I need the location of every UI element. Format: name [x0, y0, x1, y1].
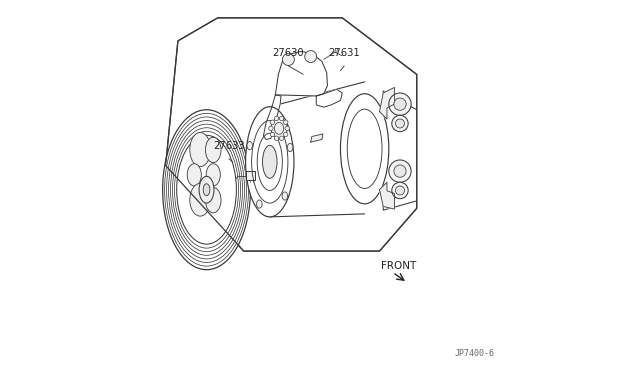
Circle shape [284, 120, 288, 125]
Circle shape [282, 54, 294, 65]
Polygon shape [275, 51, 328, 96]
Ellipse shape [187, 164, 202, 186]
Polygon shape [380, 87, 394, 119]
Ellipse shape [282, 192, 287, 200]
Circle shape [396, 186, 404, 195]
Text: 27631: 27631 [328, 48, 360, 58]
Ellipse shape [262, 145, 277, 178]
Ellipse shape [190, 183, 211, 216]
Ellipse shape [163, 110, 250, 270]
Circle shape [280, 136, 284, 141]
Circle shape [270, 120, 275, 125]
Polygon shape [383, 91, 417, 210]
Circle shape [396, 119, 404, 128]
Circle shape [389, 93, 411, 115]
Polygon shape [316, 89, 342, 107]
Circle shape [280, 116, 284, 121]
Circle shape [284, 132, 288, 137]
Polygon shape [166, 18, 417, 251]
Circle shape [269, 126, 273, 131]
Ellipse shape [205, 187, 221, 213]
Ellipse shape [199, 176, 214, 203]
Ellipse shape [287, 144, 293, 152]
Circle shape [392, 115, 408, 132]
Text: 27633: 27633 [213, 141, 244, 151]
Circle shape [394, 165, 406, 177]
Ellipse shape [177, 135, 236, 244]
Circle shape [305, 51, 317, 62]
Polygon shape [380, 182, 394, 209]
Polygon shape [310, 134, 323, 142]
Text: JP7400-6: JP7400-6 [455, 349, 495, 358]
Ellipse shape [206, 164, 220, 186]
Ellipse shape [271, 118, 287, 139]
Ellipse shape [275, 122, 284, 134]
Polygon shape [264, 95, 281, 140]
Circle shape [270, 132, 275, 137]
Ellipse shape [205, 137, 221, 163]
Circle shape [389, 160, 411, 182]
Ellipse shape [190, 132, 211, 167]
Polygon shape [246, 171, 255, 180]
Circle shape [285, 126, 289, 131]
Circle shape [394, 98, 406, 110]
Ellipse shape [247, 141, 253, 150]
Ellipse shape [246, 107, 294, 217]
Ellipse shape [257, 200, 262, 208]
Text: 27630: 27630 [273, 48, 304, 58]
Ellipse shape [340, 94, 389, 204]
Circle shape [275, 116, 279, 121]
Text: FRONT: FRONT [381, 261, 417, 271]
Circle shape [392, 182, 408, 199]
Circle shape [275, 136, 279, 141]
Ellipse shape [203, 184, 210, 196]
